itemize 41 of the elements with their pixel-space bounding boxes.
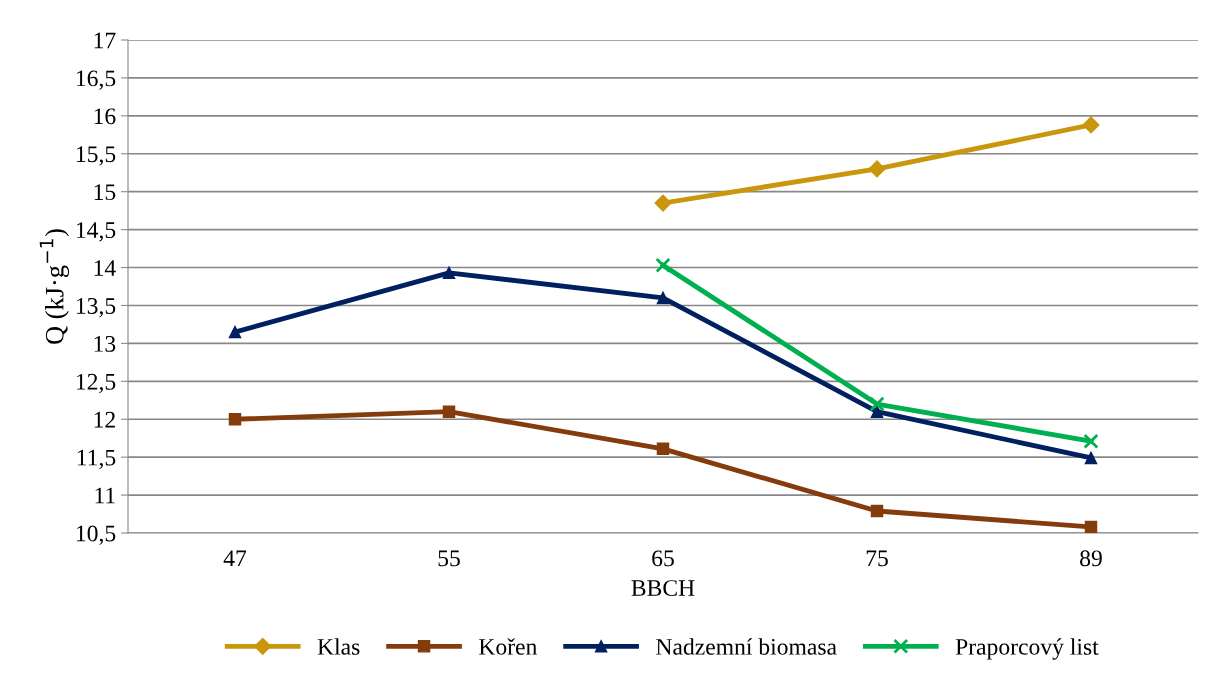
point: [1083, 433, 1099, 449]
legend-label: Praporcový list: [955, 638, 1099, 660]
point: [228, 325, 242, 339]
y-tick-label: 12,5: [76, 373, 116, 394]
y-tick-label: 17: [94, 32, 116, 49]
point: [870, 405, 884, 418]
x-tick-label: 65: [652, 550, 674, 567]
legend-label: Nadzemní biomasa: [656, 638, 837, 655]
point: [1084, 451, 1098, 465]
legend-label: Klas: [317, 638, 360, 655]
point: [1082, 116, 1100, 134]
x-tick-label: 89: [1080, 550, 1102, 567]
x-tick-label: 47: [223, 550, 247, 567]
point: [656, 291, 670, 305]
x-axis-title: BBCH: [631, 580, 695, 597]
point: [654, 194, 672, 212]
y-tick-label: 14,5: [76, 222, 116, 242]
x-tick-label: 55: [438, 550, 460, 567]
y-tick-label: 11: [95, 487, 115, 504]
y-tick-label: 15,5: [76, 146, 116, 166]
y-tick-label: 15: [94, 184, 116, 201]
point: [442, 405, 456, 418]
y-tick-label: 16: [94, 108, 116, 125]
y-tick-label: 10,5: [76, 525, 116, 545]
point: [442, 266, 456, 280]
y-tick-label: 11,5: [77, 449, 116, 469]
x-tick-label: 75: [866, 550, 888, 567]
y-tick-label: 13: [94, 335, 116, 352]
point: [870, 504, 884, 518]
y-tick-label: 12: [94, 411, 115, 428]
y-tick-label: 14: [94, 260, 116, 276]
point: [1084, 520, 1098, 533]
legend-label: Kořen: [479, 638, 537, 655]
point: [868, 160, 886, 178]
point: [869, 396, 885, 412]
point: [656, 442, 670, 456]
point: [228, 412, 242, 426]
y-axis-title: Q (kJ·g$^{−1}$): [39, 229, 70, 344]
y-tick-label: 16,5: [76, 70, 116, 90]
point: [655, 257, 671, 273]
y-tick-label: 13,5: [76, 298, 116, 318]
